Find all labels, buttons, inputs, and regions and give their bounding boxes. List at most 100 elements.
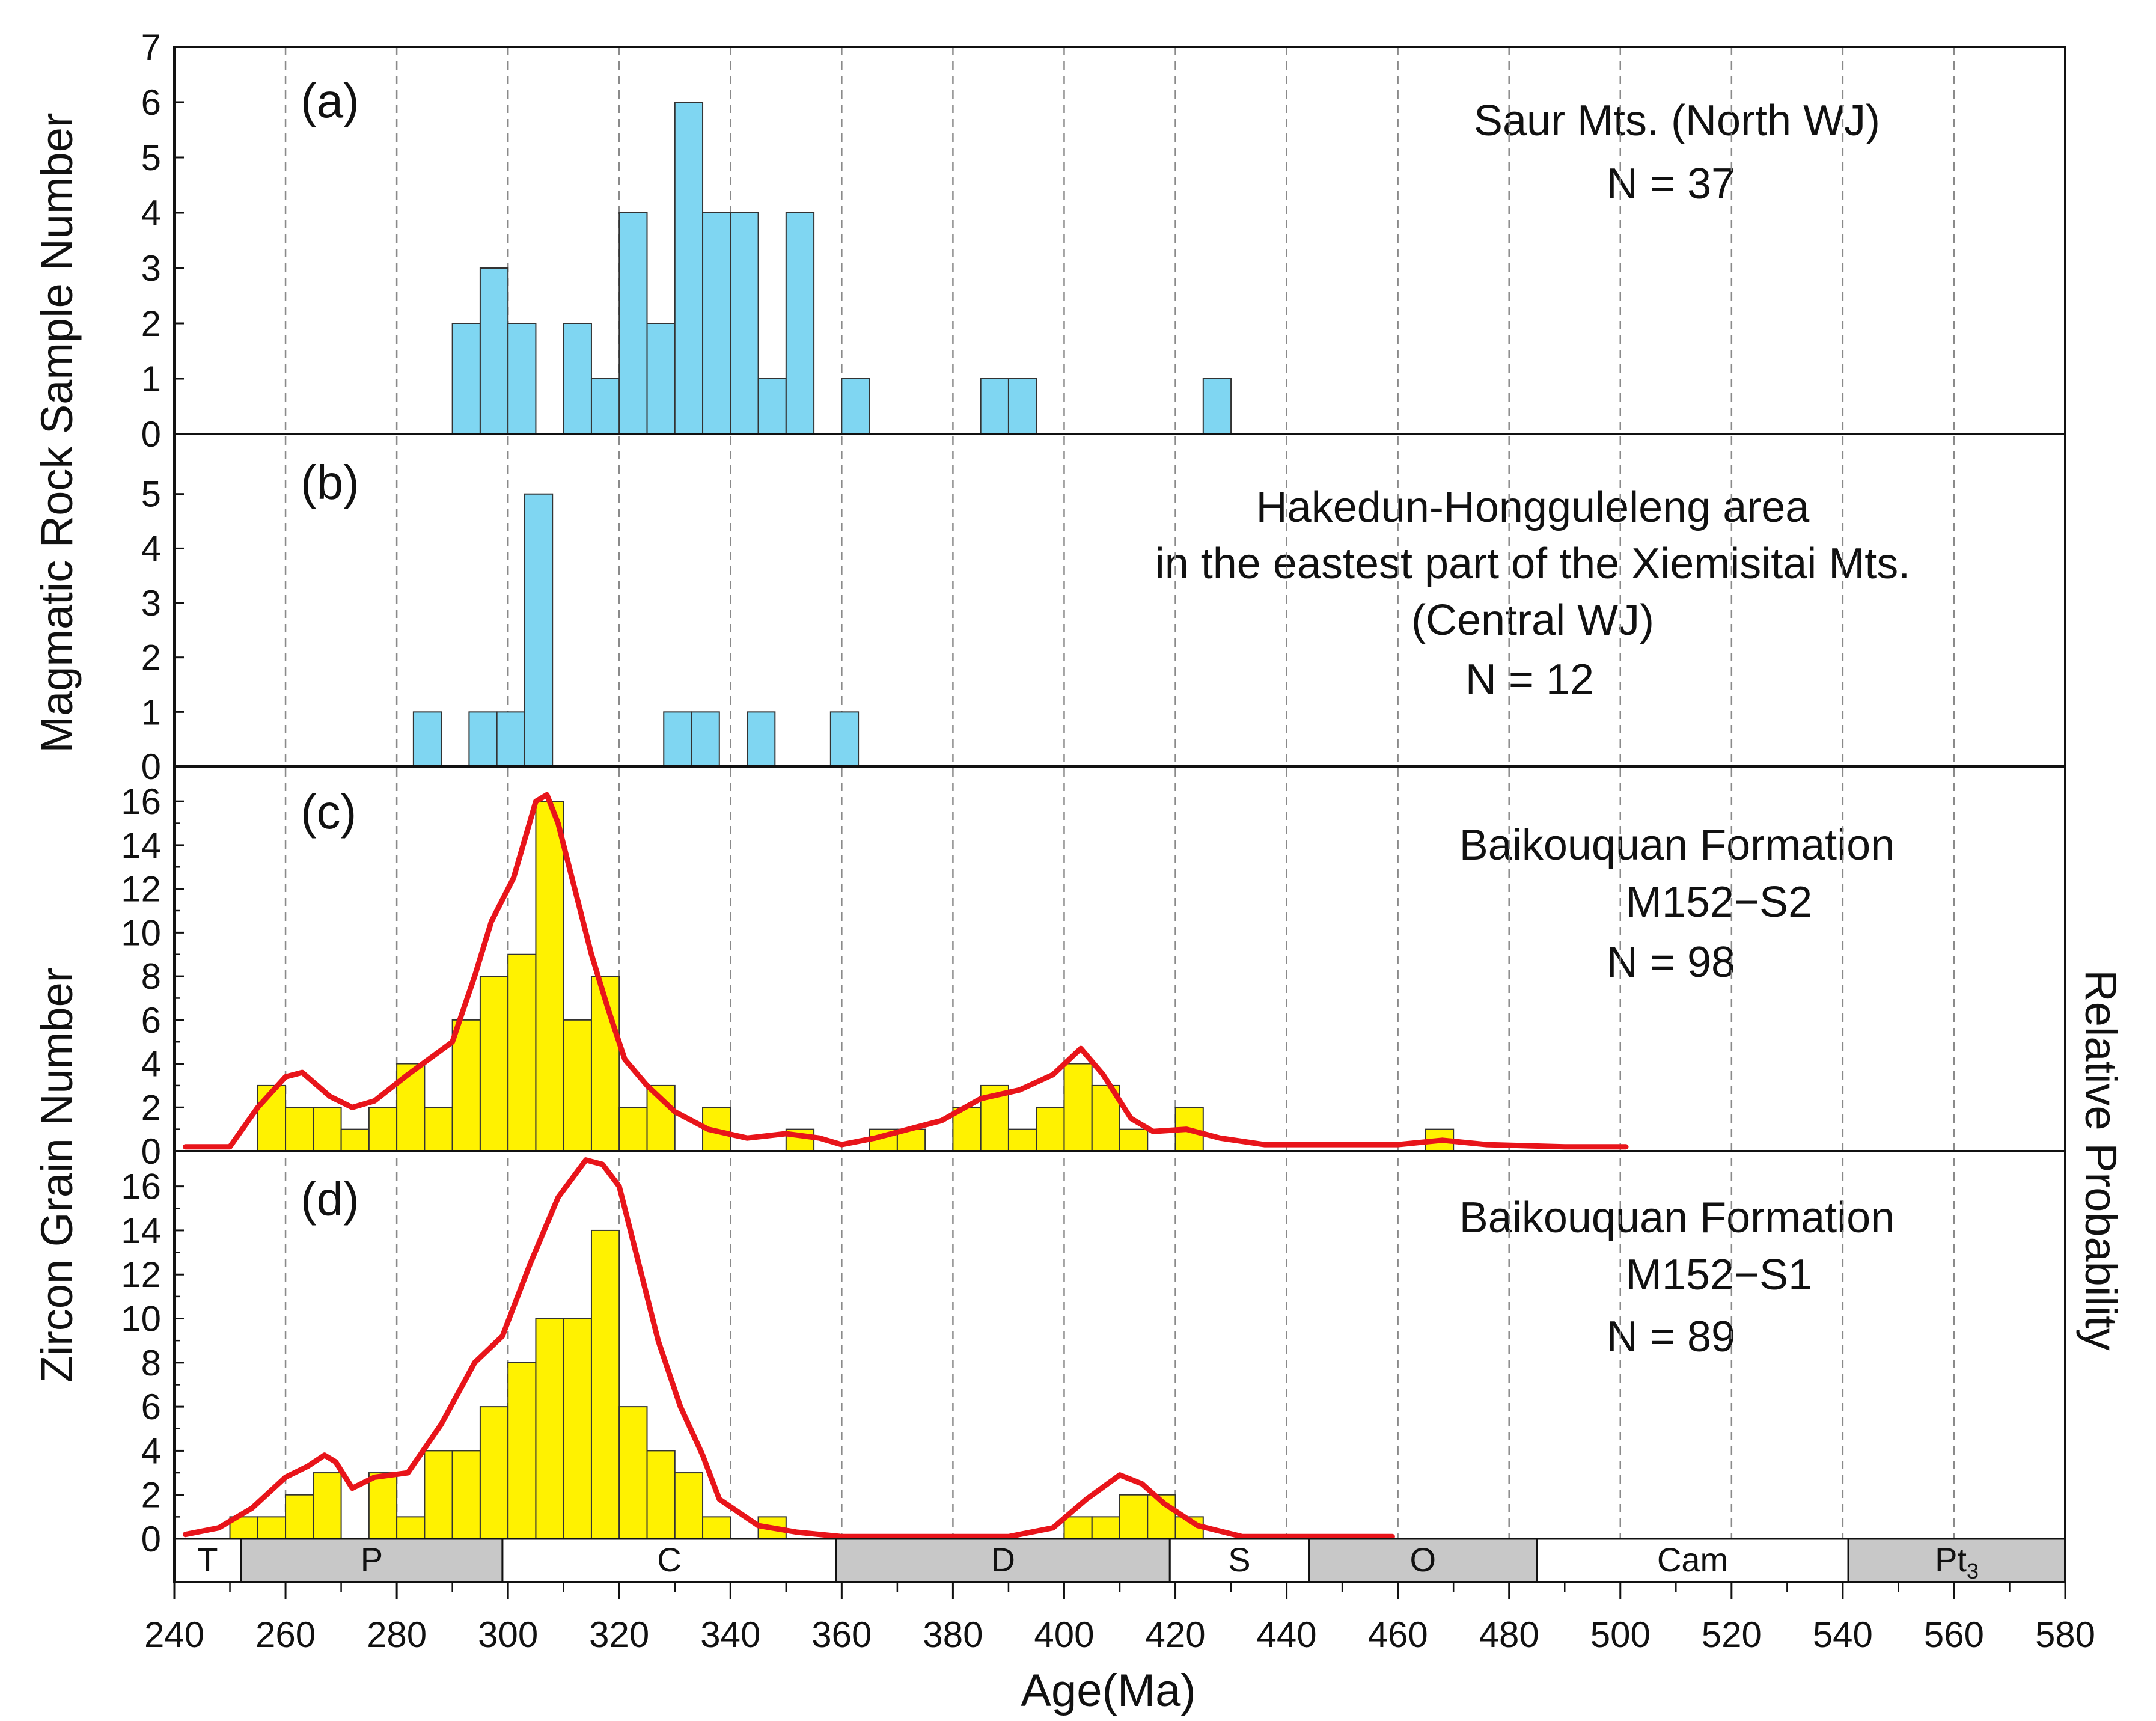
ytick-label-panel3-4: 4: [141, 1044, 161, 1084]
bar-panel4-325: [646, 1450, 676, 1540]
bar-panel1-325: [646, 323, 676, 435]
panel-d-n: N = 89: [1607, 1313, 1735, 1361]
xtick-label-320: 320: [589, 1615, 649, 1655]
probability-curve-panel4: [183, 1157, 1395, 1539]
bar-panel3-395: [1036, 1107, 1065, 1152]
ytick-label-panel4-12: 12: [121, 1255, 161, 1295]
ytick-label-panel1-4: 4: [141, 193, 161, 233]
ytick-label-panel4-8: 8: [141, 1343, 161, 1383]
bar-panel1-295: [479, 267, 509, 435]
bar-panel3-290: [451, 1019, 481, 1152]
ytick-label-panel4-4: 4: [141, 1431, 161, 1471]
bar-panel3-305: [535, 801, 564, 1152]
panel-b-title-line1: Hakedun-Hongguleleng area: [1256, 483, 1810, 531]
ytick-label-panel4-6: 6: [141, 1387, 161, 1427]
bar-panel4-260: [285, 1494, 314, 1540]
bar-panel1-340: [730, 212, 759, 435]
bar-panel4-290: [451, 1450, 481, 1540]
ytick-label-panel2-4: 4: [141, 528, 161, 569]
period-label-c: C: [657, 1541, 681, 1579]
bar-panel3-310: [563, 1019, 592, 1152]
xtick-label-260: 260: [255, 1615, 316, 1655]
bar-panel2-283: [412, 711, 442, 767]
xtick-label-480: 480: [1479, 1615, 1539, 1655]
period-label-p: P: [361, 1541, 383, 1579]
bar-panel1-425: [1202, 378, 1232, 435]
bar-panel4-320: [618, 1406, 648, 1539]
ytick-label-panel4-14: 14: [121, 1211, 161, 1251]
panel-label-d: (d): [301, 1172, 359, 1226]
bar-panel1-300: [507, 323, 537, 435]
bar-panel4-410: [1119, 1494, 1149, 1540]
xtick-label-280: 280: [367, 1615, 427, 1655]
ytick-label-panel2-1: 1: [141, 692, 161, 732]
ytick-label-panel1-6: 6: [141, 82, 161, 123]
ytick-label-panel3-12: 12: [121, 869, 161, 909]
bar-panel2-303: [524, 493, 554, 767]
bar-panel2-343: [747, 711, 776, 767]
ytick-label-panel4-16: 16: [121, 1167, 161, 1207]
bar-panel2-293: [468, 711, 498, 767]
bar-panel2-298: [496, 711, 525, 767]
bar-panel4-400: [1063, 1516, 1093, 1540]
panel-d-title: Baikouquan Formation: [1459, 1194, 1895, 1242]
period-label-pt3: Pt3: [1935, 1541, 1979, 1583]
probability-curve-panel3: [183, 792, 1629, 1150]
xtick-label-500: 500: [1590, 1615, 1651, 1655]
panel-b-title-line3: (Central WJ): [1411, 596, 1654, 644]
bar-panel4-315: [590, 1229, 620, 1539]
ytick-label-panel4-2: 2: [141, 1475, 161, 1515]
bar-panel4-305: [535, 1318, 564, 1539]
bar-panel1-330: [674, 102, 704, 435]
ytick-label-panel1-2: 2: [141, 304, 161, 344]
xtick-label-580: 580: [2035, 1615, 2095, 1655]
ytick-label-panel4-10: 10: [121, 1299, 161, 1339]
panel-label-a: (a): [301, 74, 359, 127]
ytick-label-panel3-2: 2: [141, 1087, 161, 1128]
ytick-label-panel2-3: 3: [141, 583, 161, 623]
bar-panel1-315: [590, 378, 620, 435]
period-label-o: O: [1410, 1541, 1437, 1579]
xtick-label-400: 400: [1034, 1615, 1094, 1655]
xtick-label-360: 360: [811, 1615, 872, 1655]
bar-panel1-360: [841, 378, 870, 435]
panel-c-title: Baikouquan Formation: [1459, 821, 1895, 869]
bar-panel3-265: [313, 1107, 342, 1152]
panel-b-title-line2: in the eastest part of the Xiemisitai Mt…: [1155, 540, 1911, 588]
ytick-label-panel1-3: 3: [141, 248, 161, 289]
bar-panel3-390: [1007, 1128, 1037, 1152]
panel-c-subtitle: M152−S2: [1626, 878, 1812, 926]
bar-panel3-275: [368, 1107, 398, 1152]
bar-panel1-390: [1007, 378, 1037, 435]
bar-panel4-295: [479, 1406, 509, 1539]
bar-panel1-290: [451, 323, 481, 435]
bar-panel1-335: [702, 212, 731, 435]
bar-panel3-260: [285, 1107, 314, 1152]
bar-panel4-275: [368, 1472, 398, 1540]
bar-panel4-300: [507, 1362, 537, 1539]
bar-panel1-310: [563, 323, 592, 435]
bar-panel3-285: [424, 1107, 453, 1152]
xtick-label-560: 560: [1924, 1615, 1984, 1655]
period-label-t: T: [197, 1541, 218, 1579]
y-axis-title-zircon: Zircon Grain Number: [32, 968, 82, 1383]
panel-d-subtitle: M152−S1: [1626, 1251, 1812, 1299]
bar-panel3-295: [479, 976, 509, 1152]
ytick-label-panel1-5: 5: [141, 138, 161, 178]
ytick-label-panel2-2: 2: [141, 638, 161, 678]
xtick-label-440: 440: [1257, 1615, 1317, 1655]
bar-panel4-335: [702, 1516, 731, 1540]
bar-panel4-405: [1091, 1516, 1121, 1540]
xtick-label-460: 460: [1368, 1615, 1428, 1655]
panel-label-b: (b): [301, 456, 359, 509]
ytick-label-panel1-0: 0: [141, 414, 161, 454]
panel-b-n: N = 12: [1465, 656, 1594, 704]
bar-panel2-358: [829, 711, 860, 767]
ytick-label-panel3-6: 6: [141, 1000, 161, 1041]
period-band-cam: [1536, 1538, 1849, 1583]
xtick-label-520: 520: [1702, 1615, 1762, 1655]
x-axis-title: Age(Ma): [1021, 1665, 1196, 1716]
bar-panel2-333: [691, 711, 720, 767]
bar-panel1-345: [757, 378, 787, 435]
